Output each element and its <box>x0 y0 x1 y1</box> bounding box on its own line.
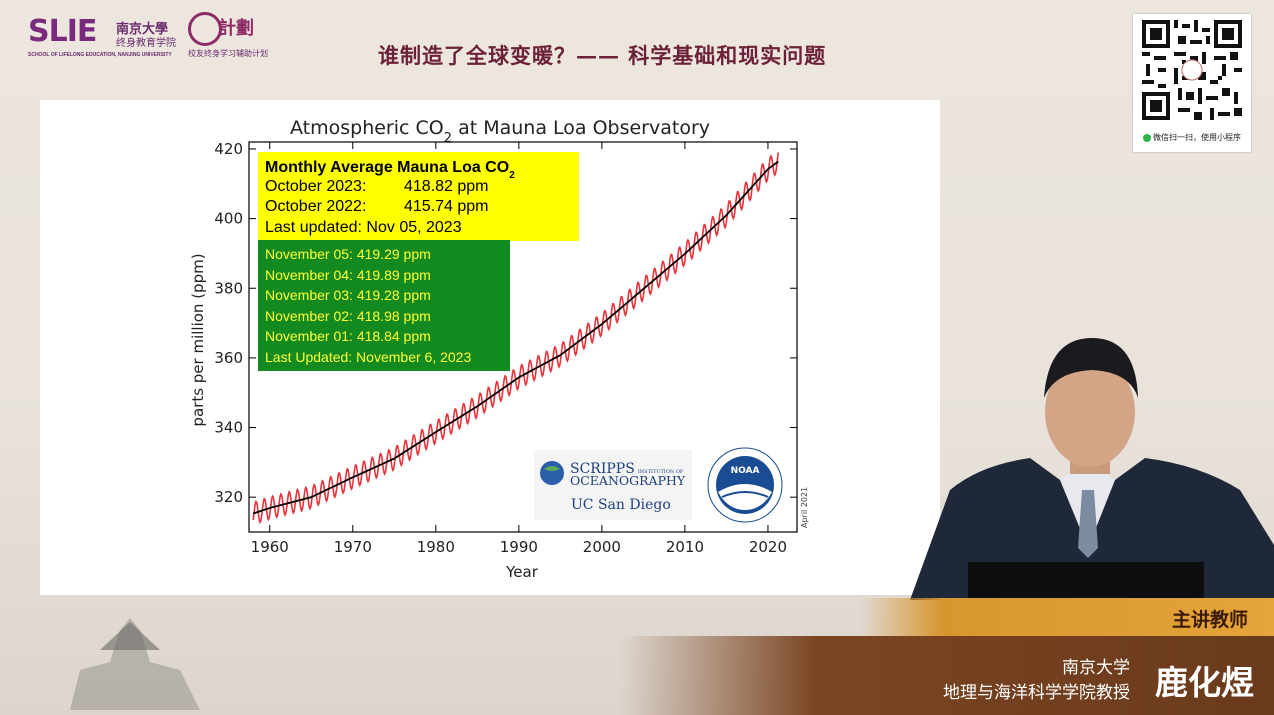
y-tick-label: 420 <box>214 140 243 158</box>
daily-reading-0: November 05: 419.29 ppm <box>265 246 431 262</box>
oct-2023-label: October 2023: <box>265 178 366 195</box>
x-tick-label: 2000 <box>583 538 621 556</box>
logo-nju-text: 南京大學 <box>116 22 169 37</box>
y-axis-label: parts per million (ppm) <box>189 253 207 426</box>
plot-frame <box>248 141 798 533</box>
laptop <box>968 562 1204 600</box>
oct-2023-value: 418.82 ppm <box>404 178 489 195</box>
lecturer-university: 南京大学 <box>1062 658 1130 678</box>
oct-2022-value: 415.74 ppm <box>404 198 489 215</box>
monthly-average-box-bg <box>258 152 579 241</box>
green-last-updated: Last Updated: November 6, 2023 <box>265 349 471 365</box>
lecturer-role: 主讲教师 <box>1171 609 1248 631</box>
logo2-text: 計劃 <box>218 18 254 39</box>
presenter-video <box>910 330 1274 600</box>
y-axis-ticks: 320 340 360 380 400 420 <box>214 140 797 506</box>
y-tick-label: 360 <box>214 349 243 367</box>
daily-reading-4: November 01: 418.84 ppm <box>265 328 431 344</box>
chart-title: Atmospheric CO2 at Mauna Loa Observatory <box>290 117 710 146</box>
scripps-small-text: INSTITUTION OF <box>638 469 684 475</box>
y-tick-label: 320 <box>214 488 243 506</box>
scripps-name-text: SCRIPPS INSTITUTION OF <box>570 461 684 477</box>
scripps-ocean-text: OCEANOGRAPHY <box>570 473 686 488</box>
logo-slie-text: SLIE <box>28 14 97 49</box>
daily-reading-2: November 03: 419.28 ppm <box>265 287 431 303</box>
x-tick-label: 1980 <box>417 538 455 556</box>
monthly-average-heading: Monthly Average Mauna Loa CO2 <box>265 159 515 181</box>
noaa-logo: NOAA <box>707 447 783 523</box>
scripps-ucsd-logo: SCRIPPS INSTITUTION OF OCEANOGRAPHY UC Sa… <box>534 450 692 520</box>
lecturer-name: 鹿化煜 <box>1155 663 1254 702</box>
monthly-average-heading-subscript: 2 <box>509 170 515 181</box>
y-tick-label: 380 <box>214 279 243 297</box>
noaa-bird-icon <box>718 484 772 510</box>
ink-tower-decoration <box>70 618 200 710</box>
y-tick-label: 340 <box>214 419 243 437</box>
daily-reading-1: November 04: 419.89 ppm <box>265 267 431 283</box>
x-tick-label: 1990 <box>500 538 538 556</box>
oct-2022-label: October 2022: <box>265 198 366 215</box>
series-area <box>252 152 780 525</box>
monthly-series-line <box>252 152 780 525</box>
daily-readings-box-bg <box>258 240 510 371</box>
x-axis-label: Year <box>505 563 539 581</box>
monthly-average-box: Monthly Average Mauna Loa CO2 October 20… <box>258 152 579 241</box>
trend-series-line <box>252 160 779 515</box>
x-tick-label: 1960 <box>251 538 289 556</box>
lecturer-department: 地理与海洋科学学院教授 <box>943 683 1130 703</box>
chart-title-subscript: 2 <box>444 131 452 146</box>
qr-caption-text: 微信扫一扫，使用小程序 <box>1153 133 1241 142</box>
date-side-note: April 2021 <box>800 487 809 528</box>
qr-code-icon <box>1142 20 1242 120</box>
x-axis-ticks: 1960 1970 1980 1990 2000 2010 2020 <box>251 142 787 556</box>
wechat-icon <box>1143 133 1151 142</box>
scripps-globe-icon <box>540 461 564 485</box>
presenter-figure <box>910 338 1274 600</box>
logo2-subtitle: 校友终身学习辅助计划 <box>188 49 268 58</box>
lecture-title: 谁制造了全球变暖？—— 科学基础和现实问题 <box>378 43 827 68</box>
logo-school-text: 终身教育学院 <box>116 38 176 49</box>
x-tick-label: 2010 <box>666 538 704 556</box>
daily-readings-box: November 05: 419.29 ppm November 04: 419… <box>258 240 510 371</box>
qr-code-panel[interactable]: 微信扫一扫，使用小程序 <box>1133 14 1251 152</box>
lecturer-info-banner: 南京大学 地理与海洋科学学院教授 鹿化煜 <box>620 636 1274 715</box>
slide-panel: Atmospheric CO2 at Mauna Loa Observatory… <box>40 100 940 595</box>
scripps-logo-bg <box>534 450 692 520</box>
qr-caption: 微信扫一扫，使用小程序 <box>1133 132 1251 143</box>
x-tick-label: 1970 <box>334 538 372 556</box>
yellow-last-updated: Last updated: Nov 05, 2023 <box>265 219 462 236</box>
presenter-hair <box>1044 338 1138 398</box>
daily-reading-3: November 02: 418.98 ppm <box>265 308 431 324</box>
x-tick-label: 2020 <box>749 538 787 556</box>
co2-chart: Atmospheric CO2 at Mauna Loa Observatory… <box>189 117 809 581</box>
ucsd-text: UC San Diego <box>571 497 671 513</box>
alumni-program-logo: 計劃 校友终身学习辅助计划 <box>188 12 268 62</box>
presenter-head <box>1045 357 1135 467</box>
noaa-text: NOAA <box>731 466 760 476</box>
lecturer-role-banner: 主讲教师 <box>860 598 1274 636</box>
y-tick-label: 400 <box>214 210 243 228</box>
alumni-seal-icon <box>188 12 222 46</box>
presenter-tie <box>1078 490 1098 558</box>
logo-english-text: SCHOOL OF LIFELONG EDUCATION, NANJING UN… <box>28 52 172 58</box>
